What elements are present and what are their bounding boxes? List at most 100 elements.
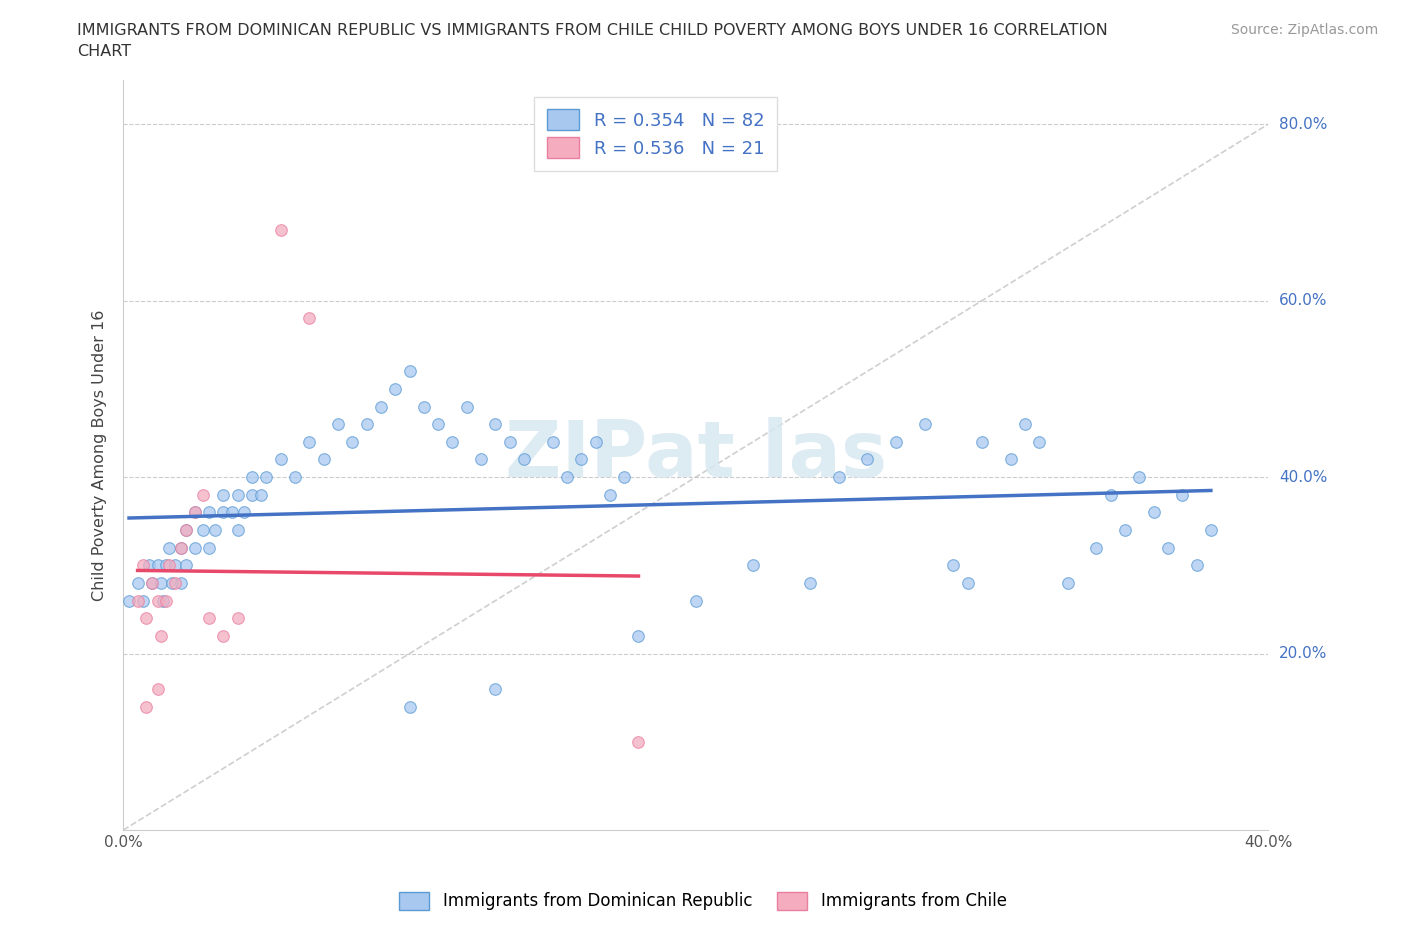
Point bbox=[1185, 558, 1208, 573]
Point bbox=[174, 558, 197, 573]
Point bbox=[174, 523, 197, 538]
Point bbox=[174, 523, 197, 538]
Text: IMMIGRANTS FROM DOMINICAN REPUBLIC VS IMMIGRANTS FROM CHILE CHILD POVERTY AMONG : IMMIGRANTS FROM DOMINICAN REPUBLIC VS IM… bbox=[77, 23, 1108, 60]
Point bbox=[198, 540, 221, 555]
Point bbox=[1128, 470, 1150, 485]
Point bbox=[226, 487, 249, 502]
Point bbox=[193, 523, 215, 538]
Point bbox=[484, 682, 506, 697]
Point bbox=[149, 629, 172, 644]
Point bbox=[799, 576, 821, 591]
Point bbox=[1171, 487, 1194, 502]
Point bbox=[569, 452, 592, 467]
Point bbox=[856, 452, 879, 467]
Point bbox=[970, 434, 993, 449]
Point bbox=[585, 434, 607, 449]
Point bbox=[118, 593, 141, 608]
Point bbox=[132, 593, 155, 608]
Point bbox=[370, 399, 392, 414]
Point bbox=[169, 540, 191, 555]
Point bbox=[155, 593, 177, 608]
Point bbox=[541, 434, 564, 449]
Point bbox=[685, 593, 707, 608]
Point bbox=[232, 505, 254, 520]
Point bbox=[135, 699, 157, 714]
Point bbox=[212, 505, 235, 520]
Point bbox=[1199, 523, 1222, 538]
Point bbox=[226, 523, 249, 538]
Point bbox=[157, 540, 180, 555]
Text: 60.0%: 60.0% bbox=[1279, 293, 1327, 308]
Text: Source: ZipAtlas.com: Source: ZipAtlas.com bbox=[1230, 23, 1378, 37]
Point bbox=[312, 452, 335, 467]
Point bbox=[456, 399, 478, 414]
Point bbox=[240, 470, 263, 485]
Point bbox=[193, 487, 215, 502]
Point bbox=[398, 699, 420, 714]
Text: ZIPat las: ZIPat las bbox=[505, 417, 887, 493]
Point bbox=[198, 505, 221, 520]
Point bbox=[1114, 523, 1136, 538]
Point bbox=[326, 417, 349, 432]
Point bbox=[184, 540, 207, 555]
Point bbox=[484, 417, 506, 432]
Point bbox=[160, 576, 183, 591]
Point bbox=[412, 399, 434, 414]
Point bbox=[212, 487, 235, 502]
Point bbox=[226, 611, 249, 626]
Point bbox=[157, 558, 180, 573]
Point bbox=[1099, 487, 1122, 502]
Point bbox=[1028, 434, 1050, 449]
Point bbox=[384, 381, 406, 396]
Text: 20.0%: 20.0% bbox=[1279, 646, 1327, 661]
Legend: Immigrants from Dominican Republic, Immigrants from Chile: Immigrants from Dominican Republic, Immi… bbox=[392, 885, 1014, 917]
Point bbox=[169, 576, 191, 591]
Point bbox=[427, 417, 450, 432]
Point bbox=[254, 470, 277, 485]
Point bbox=[132, 558, 155, 573]
Point bbox=[599, 487, 621, 502]
Point bbox=[212, 629, 235, 644]
Point bbox=[499, 434, 522, 449]
Point bbox=[884, 434, 907, 449]
Point bbox=[298, 434, 321, 449]
Point bbox=[513, 452, 536, 467]
Point bbox=[398, 364, 420, 379]
Point bbox=[149, 576, 172, 591]
Point bbox=[1143, 505, 1166, 520]
Point bbox=[146, 682, 169, 697]
Point bbox=[613, 470, 636, 485]
Point bbox=[342, 434, 364, 449]
Point bbox=[956, 576, 979, 591]
Point bbox=[146, 558, 169, 573]
Point bbox=[198, 611, 221, 626]
Point bbox=[470, 452, 492, 467]
Point bbox=[1085, 540, 1108, 555]
Point bbox=[1056, 576, 1078, 591]
Legend: R = 0.354   N = 82, R = 0.536   N = 21: R = 0.354 N = 82, R = 0.536 N = 21 bbox=[534, 97, 778, 171]
Point bbox=[204, 523, 226, 538]
Text: 80.0%: 80.0% bbox=[1279, 116, 1327, 132]
Point bbox=[284, 470, 307, 485]
Point bbox=[441, 434, 464, 449]
Y-axis label: Child Poverty Among Boys Under 16: Child Poverty Among Boys Under 16 bbox=[93, 310, 107, 601]
Point bbox=[1014, 417, 1036, 432]
Point bbox=[163, 576, 186, 591]
Point bbox=[627, 735, 650, 750]
Point bbox=[141, 576, 163, 591]
Point bbox=[356, 417, 378, 432]
Point bbox=[249, 487, 271, 502]
Point bbox=[298, 311, 321, 325]
Point bbox=[184, 505, 207, 520]
Point bbox=[127, 576, 149, 591]
Point bbox=[138, 558, 160, 573]
Point bbox=[146, 593, 169, 608]
Point bbox=[942, 558, 965, 573]
Point bbox=[914, 417, 936, 432]
Point bbox=[240, 487, 263, 502]
Point bbox=[1000, 452, 1022, 467]
Point bbox=[742, 558, 765, 573]
Point bbox=[152, 593, 174, 608]
Point bbox=[155, 558, 177, 573]
Point bbox=[169, 540, 191, 555]
